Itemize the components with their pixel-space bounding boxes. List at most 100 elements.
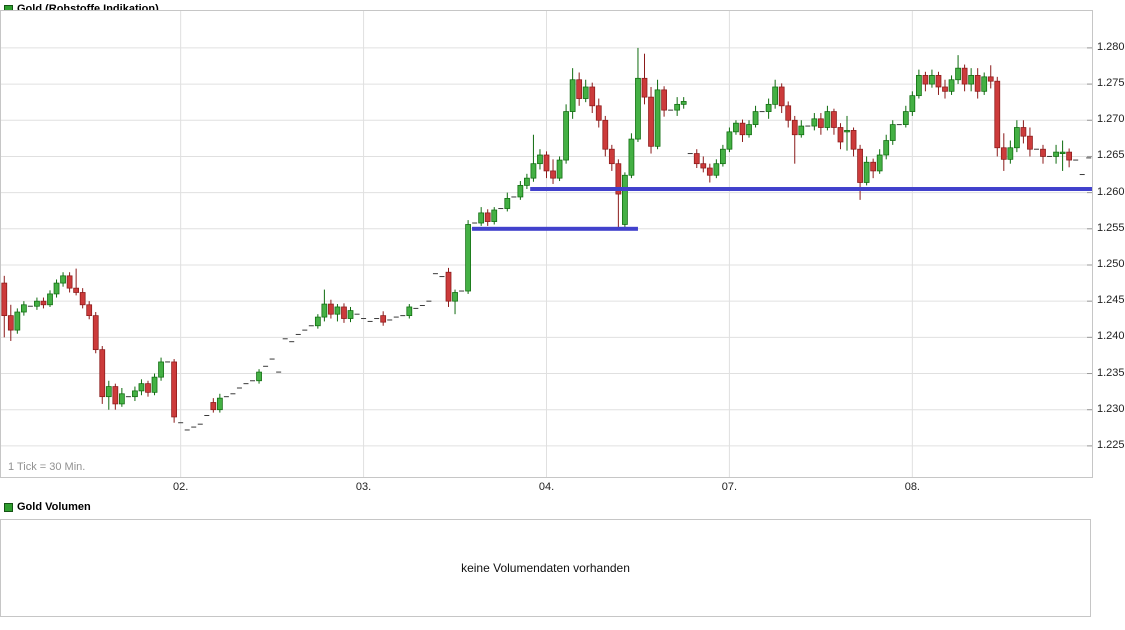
y-axis-label: 1.280 [1097,40,1125,53]
candle [837,123,844,150]
candle [680,97,687,109]
candle [289,341,295,343]
candle [478,207,485,226]
candle [543,151,550,179]
candle [916,69,922,99]
candle [811,113,818,131]
candles-layer [1,47,1092,431]
candle [870,158,877,179]
candle [922,71,929,92]
candle [216,393,223,413]
candle [99,346,106,404]
candle [20,301,27,316]
x-axis: 02. 03. 04. 07. 08. [0,481,1093,495]
candle [955,55,961,85]
candle [798,120,805,138]
candle [1,275,8,338]
candle [53,279,60,298]
y-axis-label: 1.225 [1097,438,1125,451]
candle [713,159,720,179]
candle [472,222,478,224]
candle [354,313,360,315]
candle [1027,127,1033,157]
candle [524,173,530,190]
candle [138,379,145,396]
y-axis-label: 1.235 [1097,366,1125,379]
candle [243,383,249,385]
candle [27,305,33,307]
tick-interval-note: 1 Tick = 30 Min. [8,461,86,473]
candle [1079,174,1085,176]
candle [105,380,112,410]
candle [668,109,674,111]
candle [700,156,707,173]
candle [484,209,491,226]
candle [648,86,654,154]
candle [413,307,419,309]
candle [341,303,347,323]
candle [314,314,321,329]
candle [14,308,21,334]
candle [197,423,203,425]
candle [635,47,641,142]
candle [321,289,328,322]
y-axis-label: 1.250 [1097,257,1125,270]
x-axis-label: 08. [904,481,920,493]
grid-layer [1,11,1092,477]
candle [968,68,975,92]
candle [151,373,158,396]
candle [589,82,596,114]
candle [191,426,197,428]
candle [1073,159,1079,161]
candle [961,64,968,92]
candle [857,144,863,200]
price-plot-svg [1,11,1092,477]
candle [178,422,184,424]
candle [387,319,393,321]
candle [184,429,190,431]
candle [706,163,713,183]
volume-chart-legend: Gold Volumen [4,501,91,513]
candle [517,181,524,200]
candle [334,304,341,322]
candle [563,104,569,164]
candle [746,120,752,138]
candle [929,69,935,88]
y-axis-label: 1.275 [1097,77,1125,90]
candle [752,105,759,128]
candle [295,333,301,335]
candle [608,144,615,171]
candle [73,268,80,296]
candle [641,53,648,105]
volume-empty-message: keine Volumendaten vorhanden [461,561,630,575]
candle [661,86,667,117]
candle [86,301,93,320]
candle [739,119,746,142]
y-axis-label: 1.245 [1097,294,1125,307]
candle [406,304,413,319]
candle [863,156,870,186]
candle [1040,144,1046,164]
candle [818,113,824,135]
candle [1007,140,1014,164]
legend-swatch-icon [4,502,13,512]
candle [765,98,772,119]
candle [896,124,902,126]
candle [400,315,406,317]
candle [347,306,354,323]
candle [759,111,765,113]
candle [537,149,543,170]
candle [1013,120,1020,153]
candle [1000,133,1007,171]
candle [432,273,438,275]
candle [92,312,99,354]
candle [1059,140,1066,171]
candle [1066,148,1073,168]
candle [935,71,942,95]
candle [772,79,779,109]
volume-panel: keine Volumendaten vorhanden [0,519,1091,617]
candle [374,318,380,320]
candle [7,304,14,341]
candle [504,192,511,212]
price-chart-panel: 1 Tick = 30 Min. [0,10,1093,478]
